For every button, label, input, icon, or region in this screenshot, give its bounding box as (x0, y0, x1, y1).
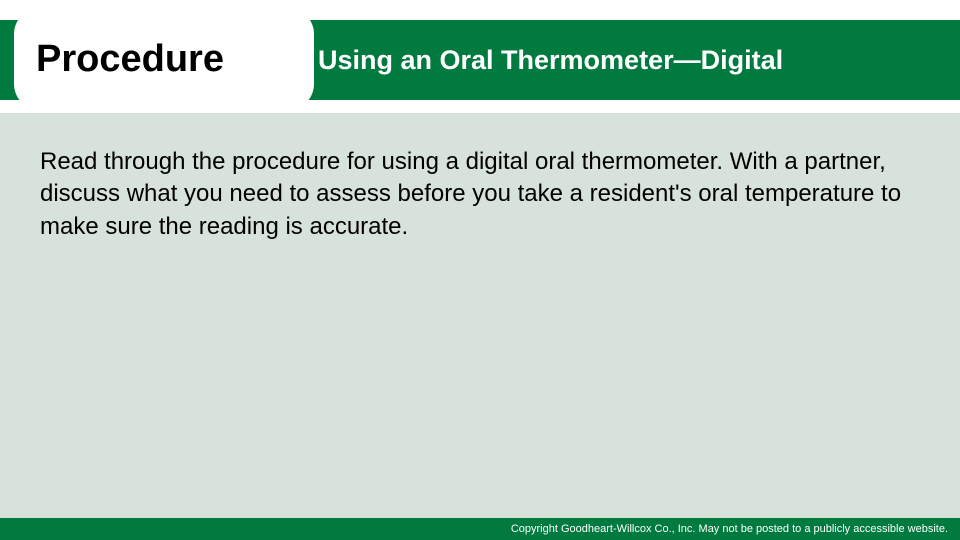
slide-title: Procedure (36, 38, 224, 81)
slide-subtitle: Using an Oral Thermometer—Digital (318, 45, 783, 76)
footer-bar: Copyright Goodheart-Willcox Co., Inc. Ma… (0, 518, 960, 540)
footer-copyright: Copyright Goodheart-Willcox Co., Inc. Ma… (511, 523, 948, 535)
slide: Procedure Using an Oral Thermometer—Digi… (0, 0, 960, 540)
body-paragraph: Read through the procedure for using a d… (40, 146, 920, 243)
title-pill: Procedure (14, 8, 314, 110)
subtitle-container: Using an Oral Thermometer—Digital (318, 20, 783, 100)
